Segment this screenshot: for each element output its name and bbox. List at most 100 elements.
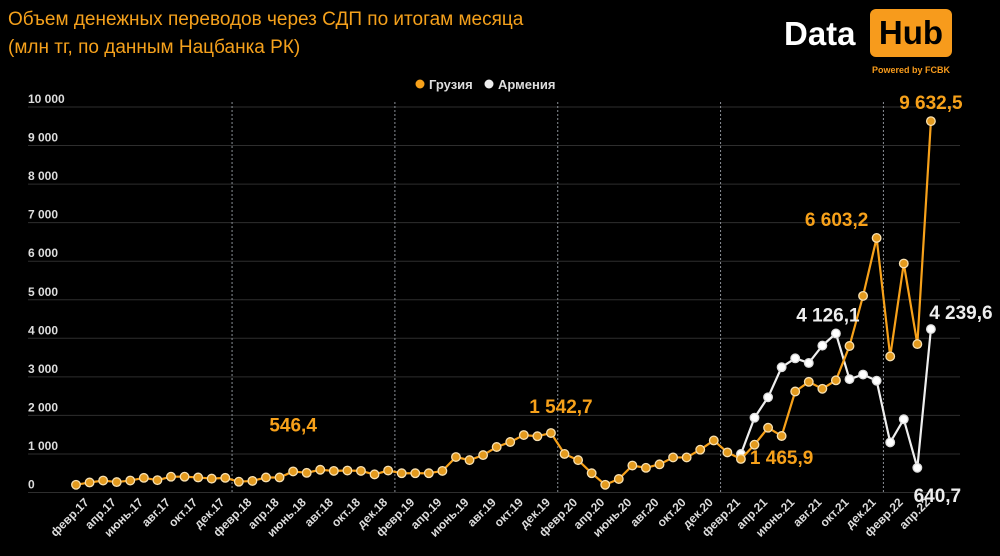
series-georgia: [71, 116, 936, 490]
data-point: [654, 459, 665, 470]
data-point: [437, 465, 448, 476]
data-point: [858, 369, 869, 380]
x-tick-label: авг.18: [302, 495, 337, 530]
data-point: [912, 339, 923, 350]
data-point: [722, 447, 733, 458]
data-point: [98, 475, 109, 486]
data-point: [342, 465, 353, 476]
y-tick-label: 7 000: [28, 208, 58, 222]
data-point: [695, 444, 706, 455]
y-tick-label: 9 000: [28, 131, 58, 145]
logo-data-text: Data: [784, 15, 856, 52]
y-tick-label: 3 000: [28, 362, 58, 376]
data-point: [179, 471, 190, 482]
data-point: [600, 479, 611, 490]
data-point: [803, 358, 814, 368]
data-point: [763, 392, 774, 403]
x-tick-label: авг.21: [790, 495, 825, 530]
data-point: [356, 465, 366, 476]
data-point: [735, 454, 746, 464]
y-tick-label: 4 000: [28, 323, 58, 337]
y-tick-label: 6 000: [28, 246, 58, 260]
chart-title-line1: Объем денежных переводов через СДП по ит…: [8, 9, 524, 30]
data-point: [681, 452, 692, 463]
chart-title-line2: (млн тг, по данным Нацбанка РК): [8, 37, 301, 58]
data-point: [790, 353, 801, 364]
grid: [28, 102, 960, 493]
data-label: 4 126,1: [796, 305, 860, 326]
logo-powered-text: Powered by FCBK: [871, 65, 950, 75]
data-point: [858, 290, 869, 301]
data-point: [206, 473, 217, 484]
data-label: 4 239,6: [929, 303, 992, 324]
data-point: [627, 460, 638, 471]
y-tick-label: 8 000: [28, 169, 58, 183]
data-point: [491, 442, 502, 452]
data-point: [803, 376, 814, 387]
data-label: 9 632,5: [899, 93, 963, 114]
data-point: [505, 437, 516, 447]
legend-marker-georgia: [415, 79, 425, 89]
data-point: [423, 468, 434, 479]
data-point: [396, 468, 407, 479]
data-point: [478, 450, 489, 461]
data-point: [586, 468, 597, 479]
series-lines: [71, 116, 936, 490]
data-point: [125, 475, 136, 486]
data-point: [817, 340, 828, 351]
data-point: [790, 386, 801, 397]
data-point: [274, 472, 285, 483]
x-tick-label: авг.20: [627, 495, 662, 530]
data-label: 6 603,2: [805, 210, 868, 231]
data-point: [898, 258, 909, 269]
y-tick-label: 2 000: [28, 400, 58, 414]
chart-title: Объем денежных переводов через СДП по ит…: [8, 6, 523, 62]
data-point: [844, 341, 855, 351]
legend-label-georgia: Грузия: [429, 77, 473, 92]
data-label: 1 542,7: [529, 397, 592, 418]
x-tick-label: февр.17: [48, 495, 92, 539]
legend-marker-armenia: [484, 79, 494, 89]
data-point: [776, 431, 787, 441]
y-axis-ticks: 0 1 000 2 000 3 000 4 000 5 000 6 000 7 000 8 00…: [28, 92, 65, 492]
data-point: [518, 430, 529, 441]
data-point: [138, 472, 149, 483]
data-point: [668, 452, 679, 463]
data-point: [546, 428, 556, 438]
data-point: [220, 472, 231, 483]
data-point: [817, 383, 828, 394]
data-point: [315, 464, 326, 475]
y-tick-label: 10 000: [28, 92, 65, 106]
series-armenia: [735, 324, 936, 473]
data-point: [925, 116, 936, 127]
data-label: 640,7: [914, 486, 962, 507]
data-annotations: 546,4 1 542,7 1 465,9 6 603,2 9 632,5 4 126,1…: [269, 93, 992, 507]
data-point: [749, 439, 760, 450]
data-point: [261, 472, 271, 483]
x-tick-label: авг.19: [464, 495, 499, 530]
data-label: 1 465,9: [750, 448, 813, 469]
data-point: [885, 437, 896, 448]
data-point: [301, 467, 312, 478]
legend-label-armenia: Армения: [498, 77, 555, 92]
data-point: [708, 435, 719, 446]
data-point: [871, 232, 882, 243]
y-tick-label: 5 000: [28, 285, 58, 299]
data-point: [464, 455, 475, 466]
x-tick-label: авг.17: [139, 495, 174, 530]
data-point: [830, 375, 841, 386]
data-point: [328, 465, 339, 476]
series-line: [75, 121, 933, 486]
data-point: [573, 455, 584, 466]
data-point: [749, 412, 760, 423]
legend: Грузия Армения: [415, 77, 555, 92]
data-point: [247, 475, 258, 486]
datahub-logo: Data Hub Powered by FCBK: [784, 9, 954, 79]
data-point: [763, 422, 774, 433]
data-point: [776, 362, 787, 373]
x-axis-ticks: февр.17апр.17июнь.17авг.17окт.17дек.17фе…: [48, 495, 934, 540]
data-point: [532, 431, 543, 442]
data-point: [885, 351, 896, 362]
data-point: [71, 479, 81, 490]
